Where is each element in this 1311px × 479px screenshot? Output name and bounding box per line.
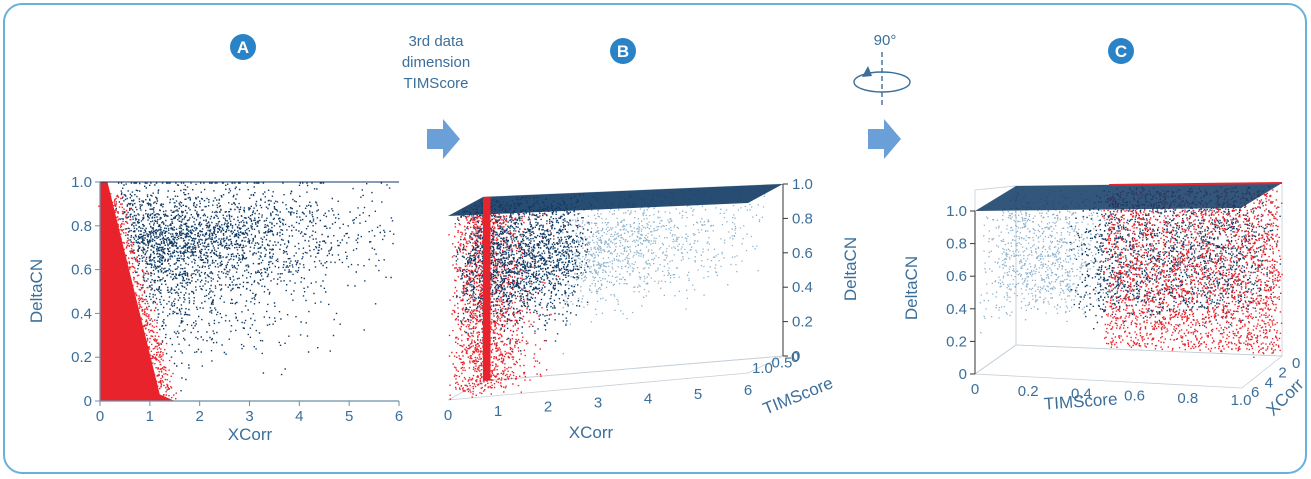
chart-b-z-tick-label: 1.0 [752,360,773,377]
chart-a-blue-points [115,182,395,392]
chart-a-y-tick-label: 1.0 [71,174,92,191]
transition-text: 3rd data dimension TIMScore [402,33,470,92]
transition-line-2: dimension [402,54,470,71]
chart-c-z-tick-label: 2 [1278,365,1286,382]
chart-b-x-tick-label: 3 [594,395,602,412]
chart-a-x-tick-label: 2 [195,408,203,425]
chart-a-x-label: XCorr [228,425,273,444]
chart-b-top-plane [448,184,783,216]
chart-c-light-points [979,189,1109,334]
chart-c-z-tick-label: 0 [1292,355,1300,372]
transition-line-1: 3rd data [408,33,464,50]
chart-b-red-points [448,197,581,400]
chart-a-x-tick-label: 6 [395,408,403,425]
figure-frame [3,3,1307,474]
chart-c-red-points [1098,186,1283,358]
chart-b-x-tick-label: 4 [644,390,652,407]
chart-b-x-label: XCorr [569,423,614,442]
chart-c-y-tick-label: 0.8 [946,236,967,253]
badge-a: A [230,34,256,60]
chart-b-y-tick-label: 0.6 [792,245,813,262]
chart-b-light-points [561,187,767,355]
chart-c-x-tick-label: 0.4 [1071,385,1092,402]
chart-c-x-tick-label: 0 [971,381,979,398]
chart-a-points [98,181,399,402]
badge-a-label: A [237,38,249,57]
chart-b-x-tick-label: 2 [544,399,552,416]
chart-c-x-label: TIMScore [1043,389,1118,413]
chart-c-y-tick-label: 0.6 [946,268,967,285]
chart-b: 0 1 2 3 4 5 600.20.40.60.81.000.51.0 XCorr Del… [444,176,860,442]
arrow-right-icon [427,119,460,159]
chart-a-y-tick-label: 0 [84,393,92,410]
badge-b-label: B [617,42,629,61]
chart-b-red-edge [483,196,491,381]
chart-c-z-tick-label: 4 [1265,374,1273,391]
chart-a-y-tick-label: 0.2 [71,349,92,366]
chart-b-x-tick-label: 1 [494,403,502,420]
arrow-right-icon [868,119,901,159]
chart-b-z-tick-label: 0 [791,349,799,366]
chart-c-x-tick-label: 1.0 [1231,392,1252,409]
transition-line-3: TIMScore [403,75,468,92]
chart-c-x-tick-label: 0.8 [1177,390,1198,407]
chart-c-x-tick-label: 0.2 [1018,383,1039,400]
chart-a-x-tick-label: 5 [345,408,353,425]
badge-c-label: C [1115,42,1127,61]
chart-c-y-tick-label: 0 [959,366,967,383]
badge-c: C [1108,38,1134,64]
chart-c-red-edge [1109,182,1283,186]
chart-c-y-tick-label: 0.4 [946,301,967,318]
chart-c-x-tick-label: 0.6 [1124,388,1145,405]
chart-a: 0 1 2 3 4 5 6 0 0.2 0.4 0.6 0.8 1.0 XCorr DeltaCN [27,174,403,444]
chart-b-y-tick-label: 0.2 [792,314,813,331]
chart-b-x-tick-label: 6 [744,382,752,399]
chart-a-x-tick-label: 0 [96,408,104,425]
chart-c-top-plane [975,183,1282,211]
chart-a-y-label: DeltaCN [27,259,46,323]
chart-b-z-label: TIMScore [760,373,835,418]
chart-a-x-tick-label: 4 [295,408,303,425]
chart-b-x-tick-label: 5 [694,386,702,403]
chart-a-x-tick-label: 3 [245,408,253,425]
chart-b-y-tick-label: 0.4 [792,279,813,296]
chart-b-y-tick-label: 1.0 [792,176,813,193]
chart-b-y-label: DeltaCN [841,237,860,301]
chart-b-x-tick-label: 0 [444,407,452,424]
chart-a-red-points [98,193,177,402]
chart-a-x-tick-label: 1 [146,408,154,425]
chart-b-y-tick-label: 0 [792,348,800,365]
chart-c-y-label: DeltaCN [902,256,921,320]
chart-b-y-tick-label: 0.8 [792,210,813,227]
chart-b-points [448,184,783,400]
chart-c-y-tick-label: 0.2 [946,333,967,350]
rotation-label: 90° [874,32,897,49]
badge-b: B [610,38,636,64]
chart-c-y-tick-label: 1.0 [946,203,967,220]
chart-a-y-tick-label: 0.8 [71,218,92,235]
chart-c-z-tick-label: 6 [1251,384,1259,401]
chart-c-points [975,182,1283,358]
chart-a-red-region [100,182,175,401]
chart-b-z-tick-label: 0.5 [772,355,793,372]
chart-a-y-tick-label: 0.4 [71,305,92,322]
chart-a-y-tick-label: 0.6 [71,262,92,279]
rotation-icon [853,52,911,105]
